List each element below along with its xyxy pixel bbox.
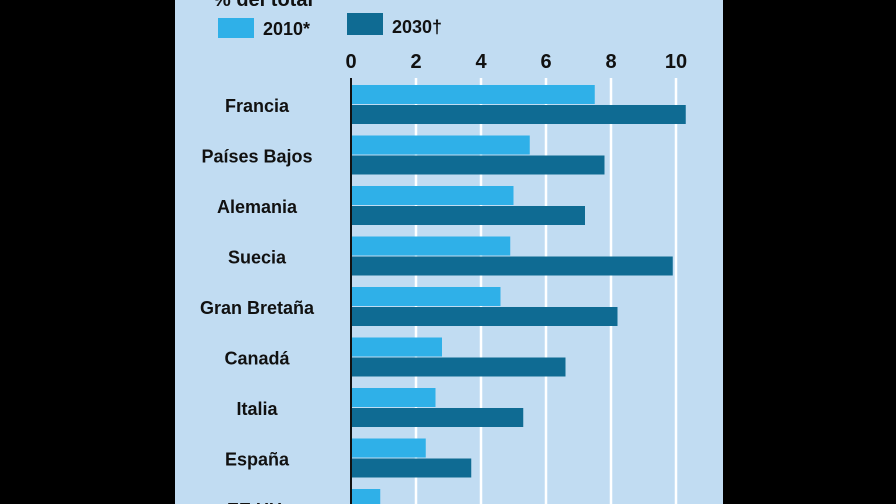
legend-label-2010: 2010* xyxy=(263,19,310,39)
x-tick-labels: 0 2 4 6 8 10 xyxy=(345,51,687,73)
category-label: Gran Bretaña xyxy=(200,298,315,318)
chart-subtitle: % del total xyxy=(213,0,313,11)
bar-2030 xyxy=(351,307,618,326)
category-label: Francia xyxy=(225,96,290,116)
chart-panel: % del total 2010* 2030† 0 2 4 6 8 10 Francia P… xyxy=(175,0,723,504)
category-label: Países Bajos xyxy=(201,147,312,167)
bar-chart: % del total 2010* 2030† 0 2 4 6 8 10 Francia P… xyxy=(200,0,687,504)
x-tick-label: 8 xyxy=(605,51,616,73)
x-tick-label: 0 xyxy=(345,51,356,73)
bar-2010 xyxy=(351,186,514,205)
x-tick-label: 10 xyxy=(665,51,687,73)
bar-2030 xyxy=(351,206,585,225)
bar-2030 xyxy=(351,105,686,124)
category-label: España xyxy=(225,450,290,470)
bar-2030 xyxy=(351,408,524,427)
category-label: Italia xyxy=(236,399,278,419)
category-label: Canadá xyxy=(224,349,290,369)
bar-2010 xyxy=(351,438,426,458)
category-label: EE.UU. xyxy=(227,500,287,504)
category-label: Suecia xyxy=(228,248,287,268)
bar-2010 xyxy=(351,287,501,306)
x-tick-label: 6 xyxy=(540,51,551,73)
category-labels: Francia Países Bajos Alemania Suecia Gran Br… xyxy=(200,96,315,504)
bar-2010 xyxy=(351,489,381,504)
bar-2030 xyxy=(351,357,566,377)
bar-2030 xyxy=(351,155,605,175)
x-tick-label: 2 xyxy=(410,51,421,73)
bars xyxy=(351,85,686,504)
legend-swatch-2010 xyxy=(218,18,254,38)
bar-2030 xyxy=(351,256,673,276)
category-label: Alemania xyxy=(217,197,298,217)
legend-swatch-2030 xyxy=(347,13,383,35)
bar-2010 xyxy=(351,337,442,357)
x-tick-label: 4 xyxy=(475,51,487,73)
bar-2010 xyxy=(351,388,436,407)
legend-label-2030: 2030† xyxy=(392,17,442,37)
bar-2010 xyxy=(351,135,530,155)
bar-2030 xyxy=(351,458,472,478)
bar-2010 xyxy=(351,85,595,104)
bar-2010 xyxy=(351,236,511,256)
